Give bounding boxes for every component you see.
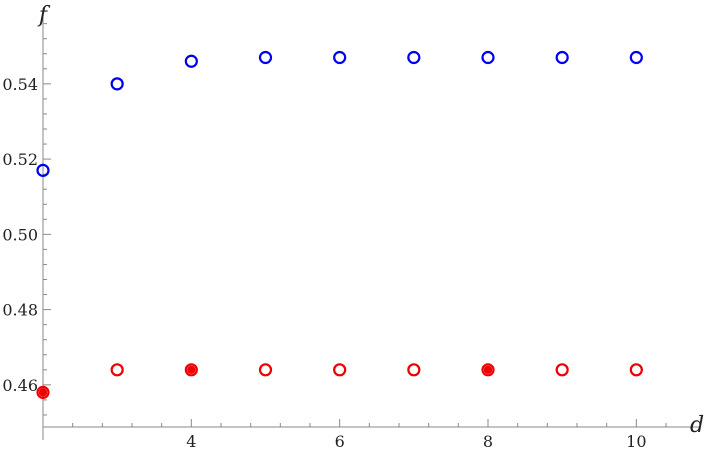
open-point [481, 50, 495, 65]
open-point [258, 363, 273, 377]
y-tick-label: 0.52 [2, 150, 38, 169]
open-point [629, 363, 643, 377]
open-point [36, 385, 50, 399]
y-tick-label: 0.46 [2, 376, 38, 395]
y-tick-label: 0.48 [2, 301, 38, 320]
series-1 [36, 363, 643, 399]
data-points [36, 50, 643, 399]
open-point [184, 54, 198, 68]
open-point [555, 50, 569, 65]
open-point [407, 363, 421, 377]
open-point [333, 363, 347, 377]
filled-point [38, 388, 48, 397]
open-point [333, 50, 347, 65]
x-tick-label: 4 [186, 432, 196, 451]
series-2 [38, 365, 493, 397]
x-tick-label: 6 [335, 432, 345, 451]
x-tick-label: 8 [483, 432, 493, 451]
open-point [407, 50, 421, 65]
open-point [481, 363, 495, 377]
series-0 [36, 50, 643, 177]
filled-point [483, 365, 493, 375]
y-tick-label: 0.54 [2, 75, 38, 94]
tick-marks [43, 23, 667, 427]
tick-labels: 4 6 8 10 0.46 0.48 0.50 0.52 0.54 [2, 75, 646, 451]
open-point [629, 50, 643, 65]
open-point [110, 363, 124, 377]
x-axis-label: d [690, 413, 704, 438]
axes [42, 8, 700, 440]
open-point [110, 77, 124, 91]
open-point [36, 163, 50, 177]
x-tick-label: 10 [626, 432, 646, 451]
y-tick-label: 0.50 [2, 225, 38, 244]
open-point [184, 363, 198, 377]
open-point [555, 363, 569, 377]
filled-point [187, 365, 196, 375]
open-point [258, 50, 273, 65]
y-axis-label: f [37, 3, 51, 28]
